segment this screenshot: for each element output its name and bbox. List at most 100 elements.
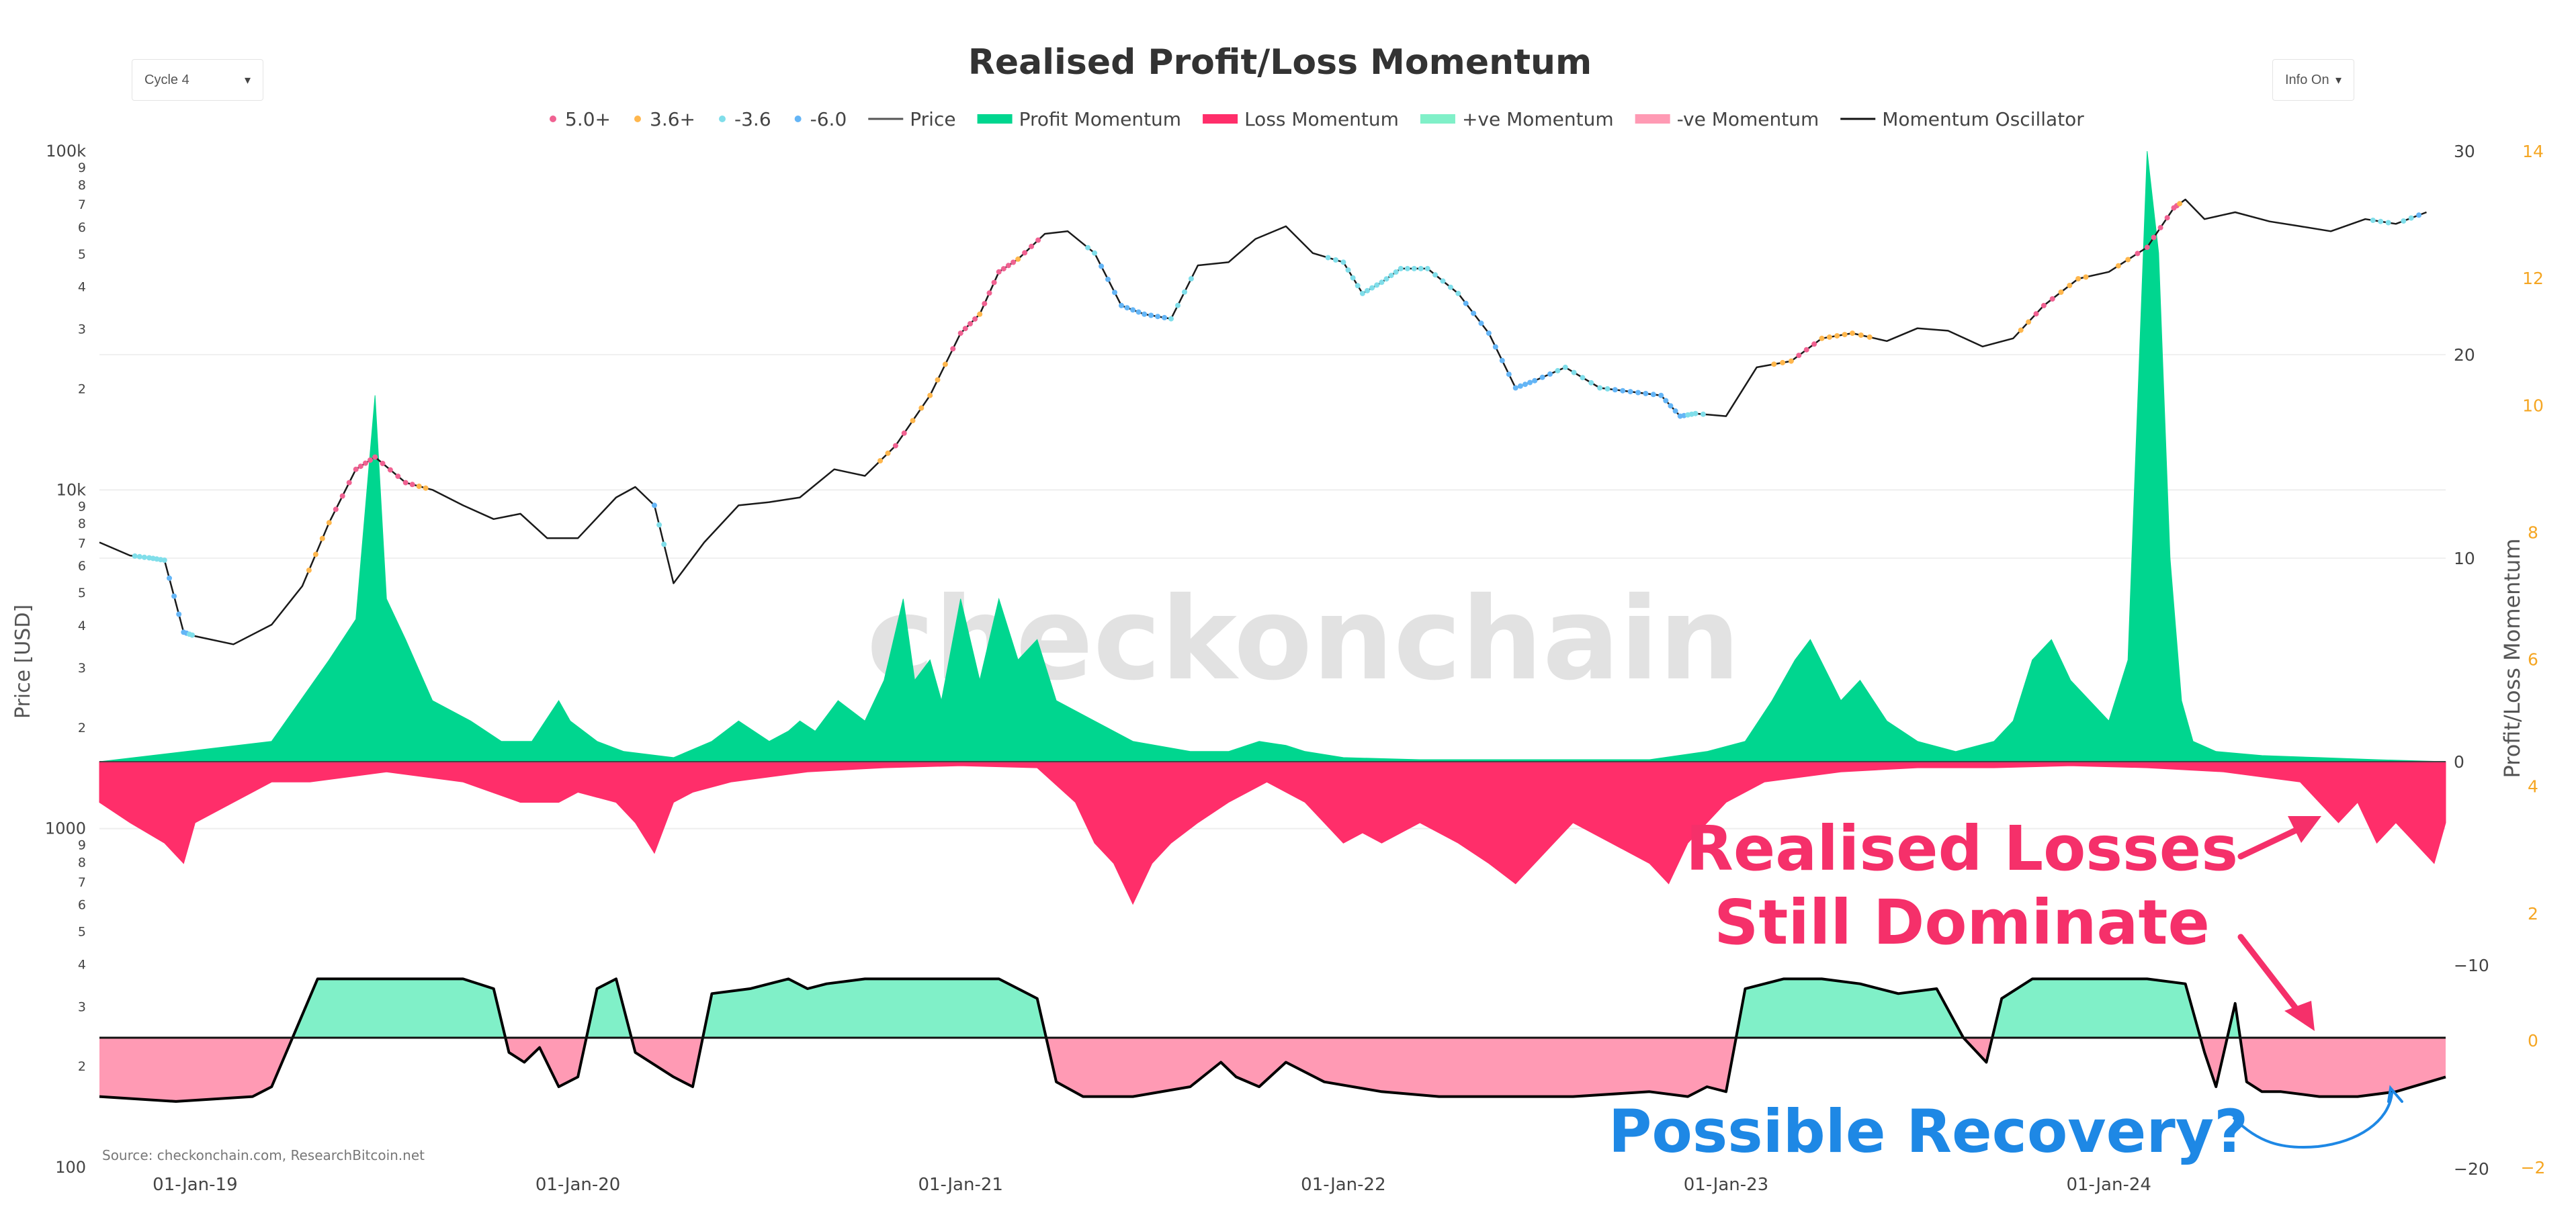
x-axis-tick-label: 01-Jan-22 <box>1301 1175 1385 1195</box>
price-signal-dot <box>1627 389 1633 395</box>
price-signal-dot <box>2151 234 2157 240</box>
price-signal-dot <box>2385 220 2391 226</box>
price-signal-dot <box>1124 305 1130 311</box>
price-signal-dot <box>368 457 373 463</box>
left-axis-tick-label: 10k <box>56 480 87 499</box>
legend-swatch <box>550 116 556 122</box>
price-signal-dot <box>1155 314 1161 320</box>
secondary-axis-tick-label: 10 <box>2522 396 2544 415</box>
price-signal-dot <box>2157 224 2163 230</box>
price-signal-dot <box>1447 284 1453 290</box>
price-signal-dot <box>2049 296 2055 302</box>
right-axis-momentum: 30 20 10 0 −10 −20 <box>2454 142 2489 1179</box>
price-signal-dot <box>1175 302 1180 308</box>
secondary-axis-tick-label: 8 <box>2528 523 2538 542</box>
annotation-arrow-upper <box>2237 816 2321 860</box>
chart-title: Realised Profit/Loss Momentum <box>968 42 1592 83</box>
price-signal-dot <box>957 330 963 337</box>
legend-label: 5.0+ <box>565 108 611 130</box>
price-signal-dot <box>1499 357 1505 363</box>
price-signal-dot <box>1162 314 1168 320</box>
price-signal-dot <box>416 484 422 489</box>
price-signal-dot <box>2115 263 2121 269</box>
price-signal-dot <box>1866 334 1873 340</box>
price-signal-dot <box>2378 218 2384 224</box>
left-axis-title: Price [USD] <box>11 604 35 719</box>
left-axis-tick-label: 2 <box>78 1059 86 1074</box>
left-axis-tick-label: 8 <box>78 178 86 193</box>
price-signal-dot <box>1658 392 1664 398</box>
price-signal-dot <box>982 301 988 307</box>
price-signal-dot <box>1374 282 1380 288</box>
price-signal-dot <box>1188 276 1194 281</box>
price-signal-dot <box>1643 390 1649 396</box>
price-signal-dot <box>1000 266 1006 272</box>
price-signal-dot <box>2067 283 2073 288</box>
price-signal-dot <box>1105 276 1111 282</box>
price-signal-dot <box>1369 285 1375 291</box>
price-signal-dot <box>1819 335 1825 341</box>
price-signal-dot <box>1580 375 1586 381</box>
legend-label: +ve Momentum <box>1462 108 1614 130</box>
price-signal-dot <box>1478 320 1484 326</box>
price-signal-dot <box>2177 201 2183 207</box>
price-signal-dot <box>656 522 662 528</box>
right-axis-secondary: 14 12 10 8 6 4 2 0 −2 <box>2521 142 2546 1177</box>
x-axis-tick-label: 01-Jan-21 <box>918 1175 1002 1195</box>
price-signal-dot <box>2370 218 2376 223</box>
price-signal-dot <box>1692 410 1699 416</box>
price-signal-dot <box>1463 300 1469 306</box>
cycle-select[interactable]: Cycle 4 ▾ <box>132 59 263 101</box>
price-signal-dot <box>306 568 312 573</box>
legend-label: Profit Momentum <box>1019 108 1181 130</box>
price-signal-dot <box>2144 244 2150 251</box>
price-signal-dot <box>1527 379 1533 386</box>
price-signal-dot <box>1350 275 1356 281</box>
price-signal-dot <box>132 553 138 559</box>
left-axis-tick-label: 8 <box>78 517 86 531</box>
price-signal-dot <box>1517 383 1523 389</box>
price-signal-dot <box>2125 257 2131 263</box>
price-signal-dot <box>1022 250 1028 256</box>
legend-item: Price <box>868 108 956 130</box>
price-signal-dot <box>1796 353 1802 359</box>
price-signal-dot <box>1379 279 1385 285</box>
price-signal-dot <box>357 463 363 469</box>
left-axis-tick-label: 9 <box>78 499 86 514</box>
price-signal-dot <box>1404 265 1410 271</box>
price-signal-dot <box>910 418 916 424</box>
price-signal-dot <box>2058 289 2064 295</box>
price-line <box>99 198 2427 645</box>
price-signal-dot <box>1604 386 1611 392</box>
price-signal-dot <box>1015 256 1021 262</box>
annotation-recovery: Possible Recovery? <box>1608 1097 2248 1166</box>
price-signal-dot <box>1345 267 1351 273</box>
price-signal-dot <box>380 461 386 466</box>
price-signal-dot <box>1700 411 1706 417</box>
price-signal-dot <box>395 474 401 480</box>
price-signal-dot <box>918 405 925 411</box>
annotation-recovery-curve <box>2233 1092 2393 1149</box>
price-signal-dot <box>1168 316 1174 322</box>
legend-item: -3.6 <box>719 108 771 130</box>
price-signal-dot <box>176 611 182 617</box>
legend-label: 3.6+ <box>650 108 695 130</box>
info-select-value: Info On <box>2285 72 2329 87</box>
price-signal-dot <box>1635 390 1641 396</box>
price-signal-dot <box>136 553 142 559</box>
info-select[interactable]: Info On ▾ <box>2272 59 2354 101</box>
price-signal-dot <box>1099 263 1105 269</box>
price-signal-dot <box>1365 287 1370 294</box>
price-signal-dot <box>1119 302 1124 308</box>
price-signal-dot <box>1597 385 1603 391</box>
right-axis-tick-label: 30 <box>2454 142 2475 161</box>
price-signal-dot <box>2164 215 2170 221</box>
legend-label: Price <box>910 108 955 130</box>
chart-legend: 5.0+ 3.6+ -3.6 -6.0 Price Profit Momentum Loss… <box>550 108 2084 130</box>
price-signal-dot <box>901 430 907 436</box>
price-signal-dot <box>962 326 968 332</box>
positive-momentum-area <box>99 979 2446 1038</box>
price-signal-dot <box>1340 259 1346 265</box>
price-signal-dot <box>1612 387 1618 393</box>
price-signal-dot <box>1035 237 1041 243</box>
